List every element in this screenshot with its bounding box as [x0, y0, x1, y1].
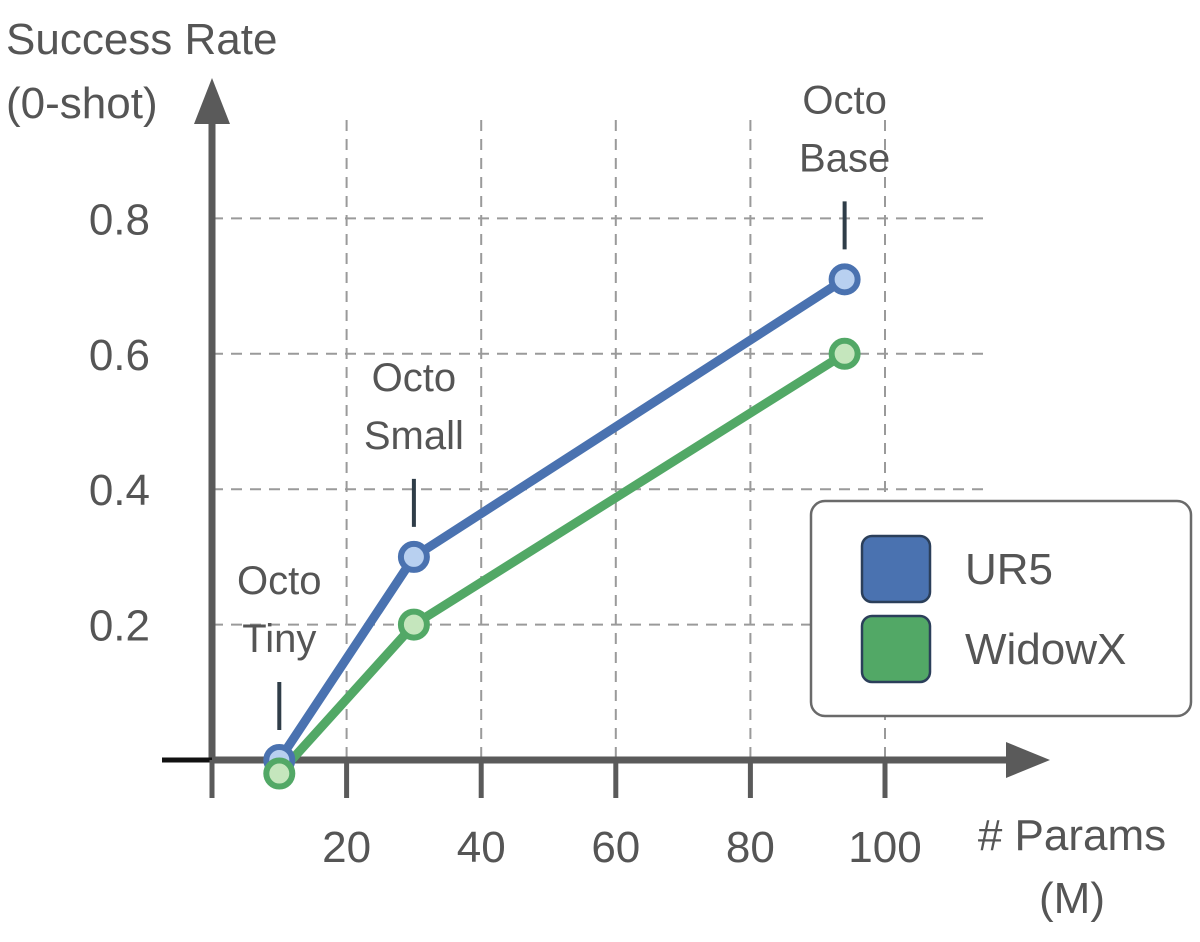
- series: [263, 263, 861, 790]
- y-tick-label: 0.4: [89, 466, 150, 515]
- annotation-label: Base: [799, 136, 890, 180]
- y-axis-arrow: [194, 78, 230, 124]
- series-point-widowx: [263, 757, 296, 790]
- annotation-label: Octo: [237, 559, 321, 603]
- series-line-ur5: [274, 274, 850, 765]
- axis-labels: Success Rate (0-shot) # Params (M): [6, 15, 1166, 923]
- legend: UR5 WidowX: [809, 499, 1193, 718]
- legend-swatch-ur5: [860, 534, 932, 604]
- y-axis-label-line-1: Success Rate: [6, 15, 277, 64]
- x-tick-label: 40: [457, 823, 506, 872]
- series-point-ur5: [828, 263, 861, 296]
- annotation-label: Octo: [372, 356, 456, 400]
- series-point-ur5: [397, 540, 430, 573]
- y-tick-label: 0.6: [89, 331, 150, 380]
- annotation-label: Small: [364, 414, 464, 458]
- x-tick-label: 20: [322, 823, 371, 872]
- legend-label-widowx: WidowX: [965, 625, 1126, 674]
- legend-swatch-widowx: [860, 614, 932, 684]
- y-tick-label: 0.2: [89, 602, 150, 651]
- annotation-label: Tiny: [242, 617, 316, 661]
- x-tick-label: 60: [591, 823, 640, 872]
- y-tick-label: 0.8: [89, 195, 150, 244]
- annotation-label: Octo: [802, 78, 886, 122]
- legend-label-ur5: UR5: [965, 545, 1053, 594]
- y-axis-label-line-2: (0-shot): [6, 79, 158, 128]
- x-tick-label: 80: [726, 823, 775, 872]
- series-point-widowx: [828, 337, 861, 370]
- ticks: 20 40 60 80 100 0.2 0.4 0.6 0.8: [89, 195, 922, 872]
- annotations: Octo Tiny Octo Small Octo Base: [237, 78, 890, 730]
- x-axis-arrow: [1006, 742, 1050, 778]
- x-tick-label: 100: [848, 823, 921, 872]
- x-axis-label-line-1: # Params: [978, 811, 1166, 860]
- legend-box: [809, 499, 1193, 718]
- series-point-widowx: [397, 608, 430, 641]
- x-axis-label-line-2: (M): [1039, 874, 1105, 923]
